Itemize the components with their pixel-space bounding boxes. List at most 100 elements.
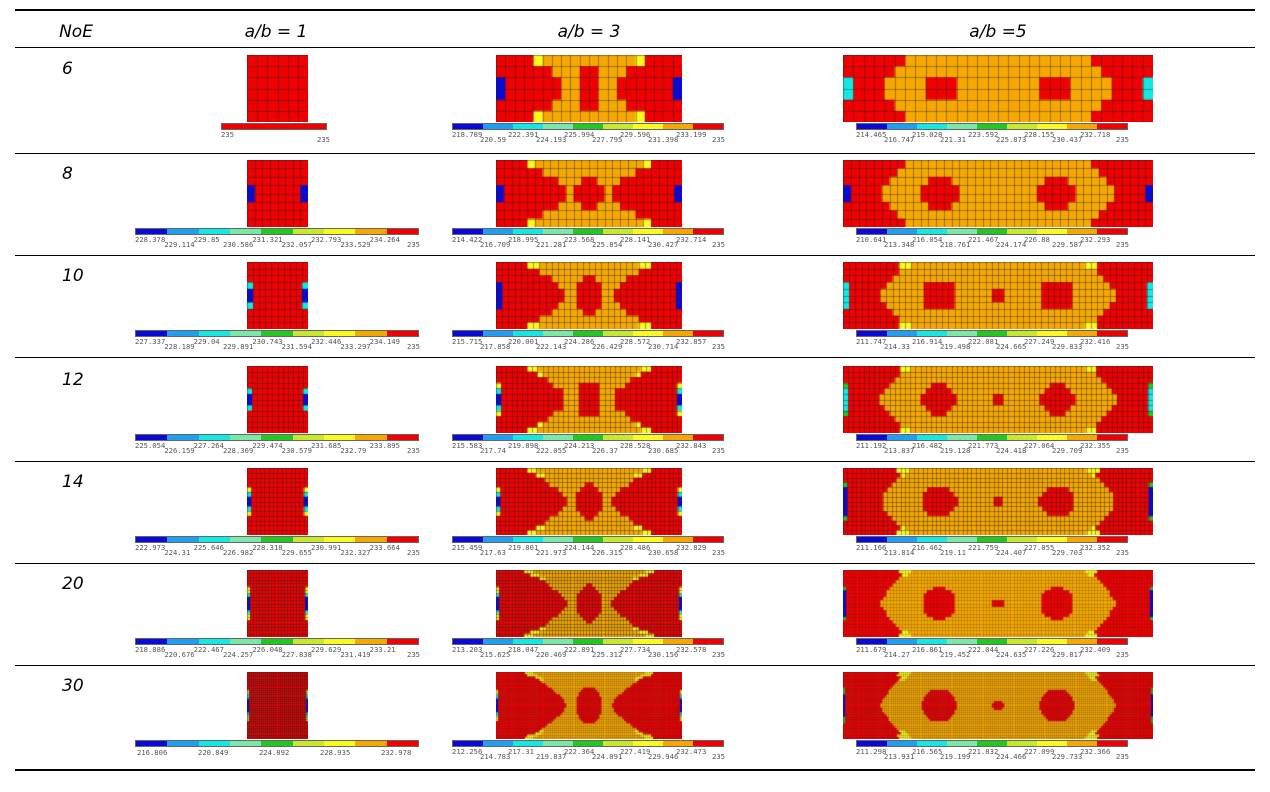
legend-tick-label: 228.318 <box>252 543 283 552</box>
legend-color-swatch <box>603 639 633 644</box>
legend-tick-label: 235 <box>712 342 725 351</box>
legend-color-swatch <box>229 331 262 336</box>
legend-color-swatch <box>483 124 513 129</box>
legend-color-swatch <box>453 124 483 129</box>
legend-color-swatch <box>633 331 663 336</box>
legend-color-swatch <box>633 229 663 234</box>
legend-color-swatch <box>603 741 633 746</box>
legend-tick-label: 224.665 <box>996 342 1027 351</box>
legend-color-swatch <box>977 435 1007 440</box>
legend-tick-label: 229.629 <box>311 645 342 654</box>
legend-tick-label: 227.419 <box>620 747 651 756</box>
legend-tick-label: 232.355 <box>1080 441 1111 450</box>
legend-color-swatch <box>355 741 387 746</box>
legend-tick-label: 210.641 <box>856 235 887 244</box>
legend-tick-label: 229.85 <box>193 235 220 244</box>
legend-color-swatch <box>167 435 199 440</box>
legend-tick-label: 233.529 <box>340 240 371 249</box>
legend-color-swatch <box>857 229 887 234</box>
stress-contour-mesh <box>246 570 308 637</box>
legend-color-swatch <box>1007 124 1037 129</box>
legend-tick-label: 212.256 <box>452 747 483 756</box>
row-divider <box>15 563 1255 564</box>
legend-color-swatch <box>603 435 633 440</box>
legend-tick-label: 221.467 <box>968 235 999 244</box>
row-divider <box>15 665 1255 666</box>
legend-tick-label: 230.714 <box>648 342 679 351</box>
legend-tick-label: 234.149 <box>369 337 400 346</box>
legend-color-swatch <box>857 435 887 440</box>
legend-color-swatch <box>1007 229 1037 234</box>
noe-label: 20 <box>62 574 84 594</box>
legend-tick-label: 221.759 <box>968 543 999 552</box>
legend-tick-label: 232.793 <box>311 235 342 244</box>
legend-tick-label: 222.055 <box>536 446 567 455</box>
legend-tick-label: 227.734 <box>620 645 651 654</box>
contour-legend-bar <box>221 123 327 130</box>
legend-color-swatch <box>917 639 947 644</box>
legend-tick-label: 218.761 <box>940 240 971 249</box>
legend-tick-label: 226.429 <box>592 342 623 351</box>
legend-tick-label: 227.249 <box>1024 337 1055 346</box>
legend-color-swatch <box>136 537 168 542</box>
legend-color-swatch <box>1007 435 1037 440</box>
legend-color-swatch <box>543 331 573 336</box>
legend-tick-label: 218.995 <box>508 235 539 244</box>
legend-tick-label: 213.837 <box>884 446 915 455</box>
contour-legend-bar <box>856 434 1128 441</box>
legend-tick-label: 230.658 <box>648 548 679 557</box>
legend-color-swatch <box>693 229 723 234</box>
stress-contour-mesh <box>843 366 1153 433</box>
legend-color-swatch <box>1037 331 1067 336</box>
legend-tick-label: 219.837 <box>536 752 567 761</box>
legend-color-swatch <box>483 741 513 746</box>
legend-color-swatch <box>947 229 977 234</box>
legend-tick-label: 234.264 <box>369 235 400 244</box>
table-bottom-rule <box>15 769 1255 771</box>
legend-tick-label: 235 <box>712 446 725 455</box>
legend-tick-label: 216.054 <box>912 235 943 244</box>
legend-color-swatch <box>887 124 917 129</box>
legend-color-swatch <box>663 741 693 746</box>
legend-tick-label: 224.407 <box>996 548 1027 557</box>
legend-color-swatch <box>386 435 418 440</box>
legend-tick-label: 226.88 <box>1024 235 1050 244</box>
legend-tick-label: 229.114 <box>164 240 195 249</box>
legend-tick-label: 235 <box>712 135 725 144</box>
legend-color-swatch <box>513 435 543 440</box>
legend-color-swatch <box>198 229 230 234</box>
legend-color-swatch <box>513 741 543 746</box>
legend-color-swatch <box>1007 537 1037 542</box>
legend-color-swatch <box>573 331 603 336</box>
legend-tick-label: 224.31 <box>164 548 191 557</box>
legend-tick-label: 226.982 <box>223 548 254 557</box>
legend-tick-label: 227.337 <box>135 337 166 346</box>
legend-color-swatch <box>229 741 262 746</box>
legend-tick-label: 216.709 <box>480 240 511 249</box>
legend-tick-label: 211.747 <box>856 337 887 346</box>
legend-tick-label: 235 <box>407 548 420 557</box>
stress-contour-mesh <box>843 262 1153 329</box>
legend-tick-label: 229.596 <box>620 130 651 139</box>
legend-tick-label: 221.973 <box>536 548 567 557</box>
legend-tick-label: 235 <box>712 240 725 249</box>
legend-tick-label: 227.064 <box>1024 441 1055 450</box>
legend-color-swatch <box>633 537 663 542</box>
legend-color-swatch <box>483 435 513 440</box>
legend-tick-label: 224.891 <box>592 752 623 761</box>
legend-tick-label: 230.743 <box>252 337 283 346</box>
stress-contour-mesh <box>246 468 308 535</box>
contour-legend-bar <box>135 638 419 645</box>
noe-label: 12 <box>62 370 84 390</box>
legend-color-swatch <box>198 331 230 336</box>
legend-color-swatch <box>453 435 483 440</box>
legend-tick-label: 227.795 <box>592 135 623 144</box>
legend-color-swatch <box>887 435 917 440</box>
legend-tick-label: 227.055 <box>1024 543 1055 552</box>
legend-color-swatch <box>453 639 483 644</box>
legend-tick-label: 214.422 <box>452 235 483 244</box>
legend-color-swatch <box>977 639 1007 644</box>
legend-tick-label: 235 <box>1116 240 1129 249</box>
legend-tick-label: 228.378 <box>135 235 166 244</box>
legend-tick-label: 222.143 <box>536 342 567 351</box>
